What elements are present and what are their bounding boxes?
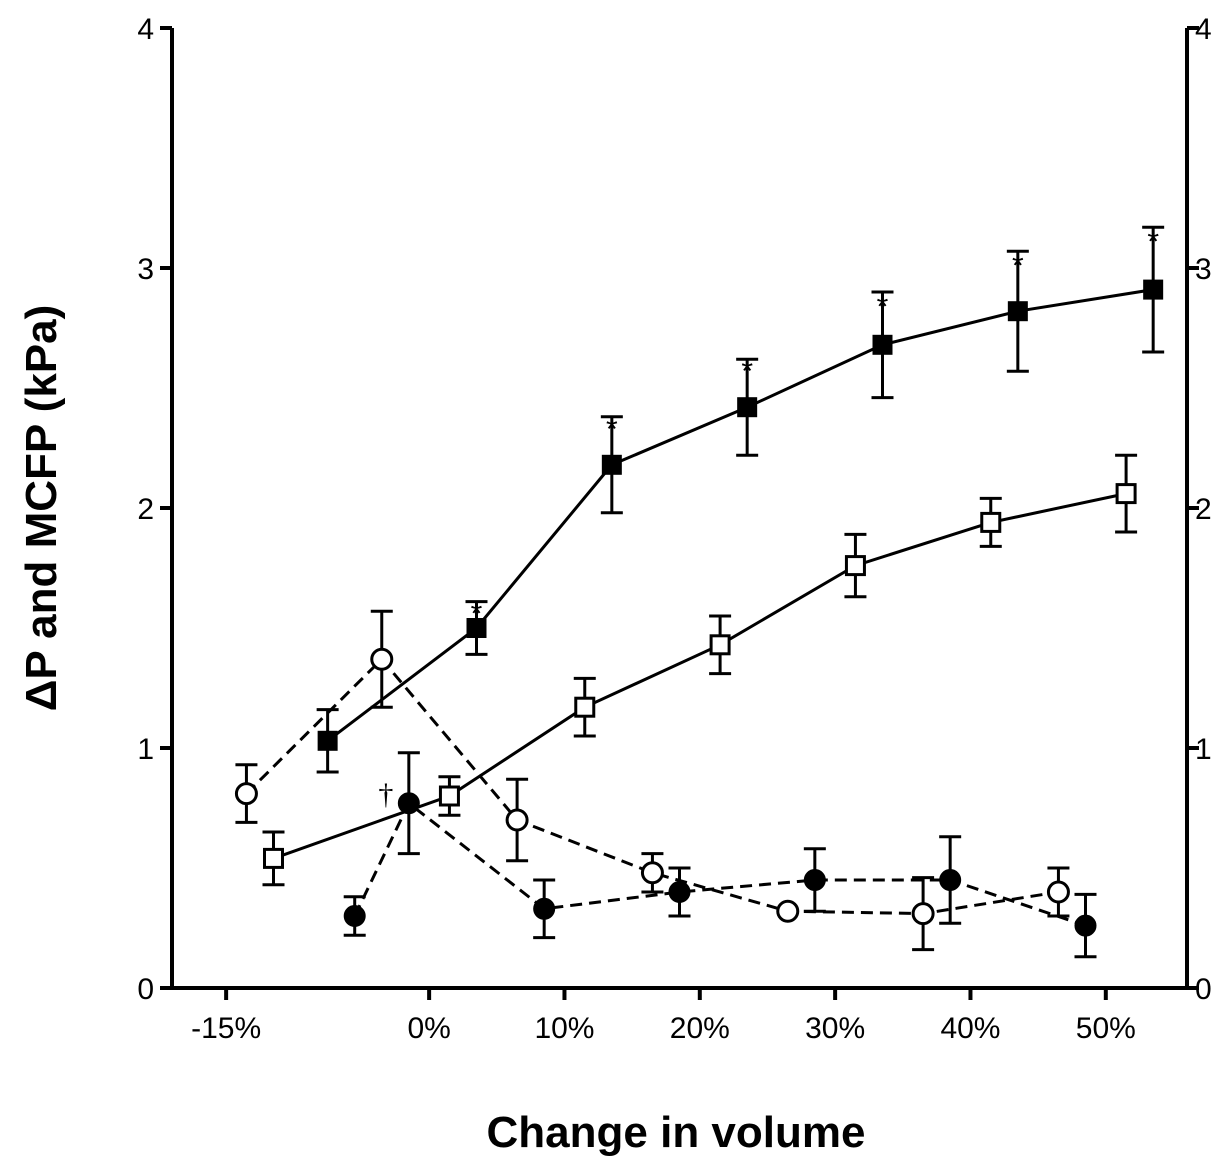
series-filled-square	[316, 225, 1165, 774]
data-point	[939, 869, 962, 891]
series-filled-circle	[343, 751, 1097, 959]
data-point	[505, 808, 529, 832]
data-point	[844, 555, 866, 577]
axes: 0 1 2 3 4 0 1 2 3 4 -15% 0% 10% 20% 30% 40% 50%	[137, 13, 1211, 1045]
data-point	[466, 618, 487, 638]
significance-asterisk: *	[1012, 250, 1024, 283]
x-tick-label: 20%	[670, 1012, 730, 1045]
y2-tick-label: 3	[1195, 253, 1212, 286]
data-point	[1046, 880, 1070, 904]
data-point	[872, 334, 893, 355]
data-point	[668, 881, 691, 903]
y-tick-label: 3	[137, 253, 154, 286]
data-point	[1074, 914, 1097, 937]
series-open-square	[262, 453, 1138, 887]
x-tick-label: 30%	[805, 1012, 865, 1045]
significance-asterisk: *	[877, 290, 889, 323]
data-point	[980, 511, 1002, 533]
y2-tick-label: 2	[1195, 493, 1212, 526]
data-point	[1007, 301, 1028, 322]
x-tick-label: 10%	[534, 1012, 594, 1045]
data-point	[397, 792, 420, 815]
y2-tick-label: 4	[1195, 13, 1212, 46]
x-tick-label: -15%	[191, 1012, 261, 1045]
data-point	[533, 897, 556, 920]
series-layer	[234, 225, 1165, 959]
dagger-annotation: †	[378, 778, 393, 811]
data-point	[317, 730, 338, 751]
series-line	[353, 800, 1086, 928]
y-tick-label: 1	[137, 733, 154, 766]
data-point	[263, 847, 284, 869]
y2-tick-label: 1	[1195, 733, 1212, 766]
data-point	[737, 397, 758, 418]
y-tick-label: 4	[137, 13, 154, 46]
data-point	[803, 869, 826, 891]
y2-tick-label: 0	[1195, 973, 1212, 1006]
data-point	[911, 902, 935, 926]
x-tick-label: 50%	[1076, 1012, 1136, 1045]
series-open-circle	[234, 609, 1070, 952]
data-point	[1115, 483, 1137, 505]
significance-asterisk: *	[606, 413, 618, 446]
significance-asterisk: *	[471, 598, 483, 631]
data-point	[601, 454, 622, 475]
data-point	[709, 634, 731, 656]
annotation-layer: * * * * * * †	[378, 226, 1159, 811]
data-point	[640, 861, 664, 885]
y-tick-label: 2	[137, 493, 154, 526]
y-tick-label: 0	[137, 973, 154, 1006]
significance-asterisk: *	[741, 355, 753, 388]
data-point	[370, 647, 394, 671]
data-point	[776, 899, 800, 923]
data-point	[574, 696, 596, 718]
data-point	[438, 785, 460, 807]
x-tick-label: 0%	[407, 1012, 450, 1045]
data-point	[234, 782, 258, 806]
data-point	[1143, 279, 1164, 300]
x-tick-label: 40%	[940, 1012, 1000, 1045]
significance-asterisk: *	[1147, 226, 1159, 259]
y-axis-title: ΔP and MCFP (kPa)	[17, 305, 66, 712]
data-point	[343, 905, 366, 927]
x-axis-title: Change in volume	[487, 1108, 866, 1157]
